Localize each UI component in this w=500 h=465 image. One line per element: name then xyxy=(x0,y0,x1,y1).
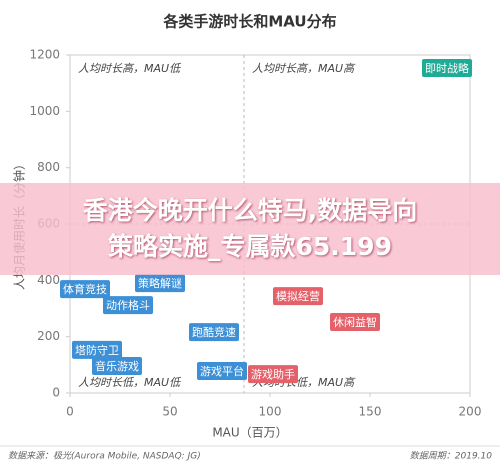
y-tick-label: 200 xyxy=(37,329,60,343)
period: 数据周期：2019.10 xyxy=(410,451,492,462)
x-tick-label: 0 xyxy=(66,405,74,419)
point-box xyxy=(72,340,122,359)
point-label: 游戏助手 xyxy=(251,367,295,381)
y-tick-label: 0 xyxy=(52,386,60,400)
banner-line: 香港今晚开什么特马,数据导向 xyxy=(82,196,418,225)
quadrant-label: 人均时长低，MAU低 xyxy=(78,376,182,389)
x-tick-label: 150 xyxy=(359,405,382,419)
point-label: 即时战略 xyxy=(425,61,469,75)
point-label: 休闲益智 xyxy=(333,315,377,329)
point-label: 游戏平台 xyxy=(200,364,244,378)
point-box xyxy=(197,362,247,381)
quadrant-label: 人均时长高，MAU低 xyxy=(78,62,182,75)
point-label: 体育竞技 xyxy=(63,282,107,296)
point-box xyxy=(330,313,380,332)
point-box xyxy=(248,365,298,384)
point-label: 塔防守卫 xyxy=(75,343,119,357)
point-label: 音乐游戏 xyxy=(95,359,139,373)
point-box xyxy=(60,280,110,299)
overlay-banner: 香港今晚开什么特马,数据导向 策略实施_专属款65.199 xyxy=(0,183,500,275)
point-box xyxy=(103,296,153,315)
point-label: 动作格斗 xyxy=(106,298,150,312)
quadrant-label: 人均时长高，MAU高 xyxy=(252,62,356,75)
banner-line: 策略实施_专属款65.199 xyxy=(108,232,392,261)
point-box xyxy=(92,356,142,375)
x-tick-label: 100 xyxy=(259,405,282,419)
point-box xyxy=(135,274,185,293)
x-tick-label: 50 xyxy=(162,405,177,419)
y-tick-label: 1000 xyxy=(29,104,60,118)
x-axis-label: MAU（百万） xyxy=(212,426,287,440)
point-label: 策略解谜 xyxy=(138,276,182,290)
x-tick-label: 200 xyxy=(459,405,482,419)
point-label: 跑酷竞速 xyxy=(192,325,236,339)
source: 数据来源：极光(Aurora Mobile, NASDAQ: JG) xyxy=(8,451,201,462)
chart-title: 各类手游时长和MAU分布 xyxy=(162,13,336,31)
y-tick-label: 800 xyxy=(37,160,60,174)
point-label: 模拟经营 xyxy=(276,289,320,303)
point-box xyxy=(189,323,239,342)
point-box xyxy=(273,287,323,306)
y-tick-label: 1200 xyxy=(29,48,60,62)
y-tick-label: 400 xyxy=(37,273,60,287)
point-box xyxy=(422,58,472,77)
